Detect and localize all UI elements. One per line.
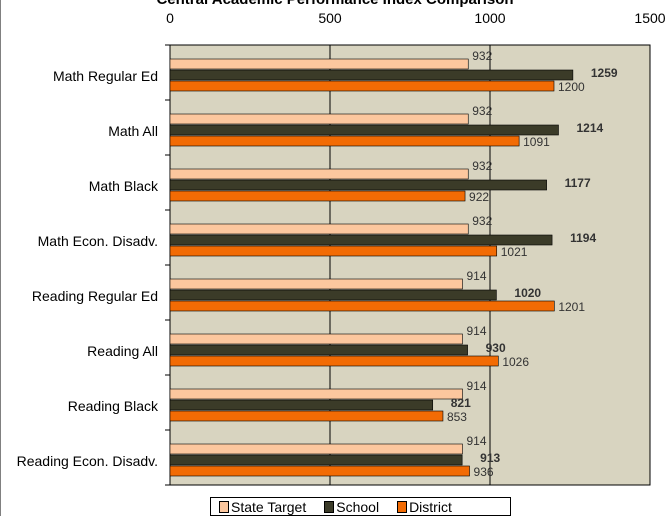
bar-district: [169, 300, 555, 312]
category-label: Reading All: [87, 343, 158, 359]
legend-swatch-school: [324, 500, 335, 513]
bar-school: [169, 399, 434, 411]
data-label-district: 922: [469, 190, 489, 204]
category-label: Reading Econ. Disadv.: [17, 453, 158, 469]
x-tick-label: 0: [166, 10, 174, 26]
bar-state-target: [169, 278, 463, 290]
bar-state-target: [169, 333, 463, 345]
bar-school: [169, 69, 574, 81]
legend-label-school: School: [336, 498, 380, 515]
bar-district: [169, 135, 520, 147]
data-label-school: 930: [486, 341, 506, 355]
bar-state-target: [169, 388, 463, 400]
data-label-school: 913: [480, 451, 500, 465]
data-label-district: 1026: [502, 355, 529, 369]
category-label: Math All: [108, 123, 158, 139]
category-label: Reading Regular Ed: [32, 288, 158, 304]
data-label-school: 821: [451, 396, 471, 410]
bar-school: [169, 344, 468, 356]
bar-school: [169, 179, 547, 191]
data-label-state-target: 932: [472, 214, 492, 228]
legend-label-state-target: State Target: [231, 498, 307, 515]
category-label: Reading Black: [68, 398, 159, 414]
legend-swatch-district: [397, 500, 408, 513]
data-label-district: 1021: [501, 245, 528, 259]
data-label-state-target: 914: [466, 434, 486, 448]
data-label-school: 1177: [565, 176, 591, 190]
legend-item-state-target: State Target: [219, 499, 306, 515]
bar-state-target: [169, 443, 463, 455]
bar-district: [169, 190, 466, 202]
data-label-school: 1259: [591, 66, 618, 80]
category-label: Math Econ. Disadv.: [38, 233, 158, 249]
data-label-state-target: 932: [472, 159, 492, 173]
legend-swatch-state-target: [219, 500, 229, 513]
bar-school: [169, 289, 497, 301]
bar-district: [169, 465, 470, 477]
category-label: Math Black: [89, 178, 159, 194]
data-label-district: 1200: [558, 80, 585, 94]
category-label: Math Regular Ed: [53, 68, 158, 84]
data-label-school: 1194: [570, 231, 596, 245]
bar-state-target: [169, 168, 469, 180]
bar-school: [169, 124, 559, 136]
legend-item-school: School: [324, 499, 379, 515]
legend-item-district: District: [397, 499, 452, 515]
bar-school: [169, 234, 553, 246]
bar-state-target: [169, 223, 469, 235]
bar-district: [169, 245, 498, 257]
bar-state-target: [169, 58, 469, 70]
data-label-state-target: 914: [466, 379, 486, 393]
bar-district: [169, 355, 499, 367]
data-label-school: 1020: [514, 286, 541, 300]
data-label-state-target: 914: [466, 269, 486, 283]
data-label-state-target: 914: [466, 324, 486, 338]
legend-label-district: District: [409, 498, 452, 515]
data-label-state-target: 932: [472, 49, 492, 63]
bar-district: [169, 410, 444, 422]
x-tick-label: 1500: [634, 10, 665, 26]
data-label-school: 1214: [576, 121, 603, 135]
bar-state-target: [169, 113, 469, 125]
bar-school: [169, 454, 463, 466]
chart-title: Central Academic Performance Index Compa…: [0, 0, 670, 8]
x-tick-label: 1000: [474, 10, 505, 26]
data-label-district: 936: [474, 465, 494, 479]
data-label-district: 853: [447, 410, 467, 424]
chart-legend: State Target School District: [210, 497, 511, 516]
bar-district: [169, 80, 555, 92]
x-tick-label: 500: [318, 10, 342, 26]
data-label-district: 1091: [523, 135, 550, 149]
data-label-state-target: 932: [472, 104, 492, 118]
data-label-district: 1201: [558, 300, 585, 314]
